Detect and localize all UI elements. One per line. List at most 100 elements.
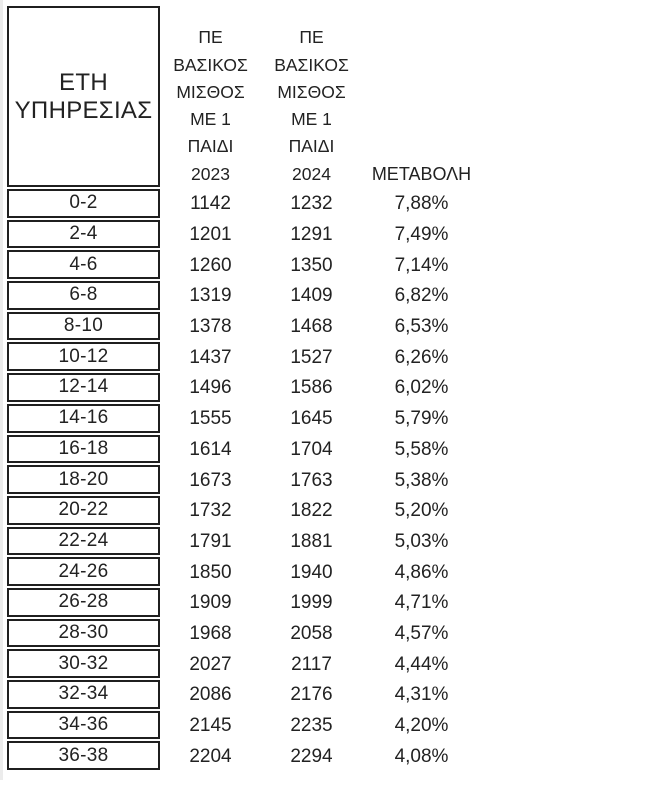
header-line: ΜΙΣΘΟΣ [277, 81, 346, 102]
salary-2023-cell: 1555 [189, 408, 232, 430]
salary-2024-cell: 1468 [290, 316, 333, 338]
change-cell: 5,79% [394, 408, 449, 430]
header-line: ΒΑΣΙΚΟΣ [274, 54, 349, 75]
salary-2023-cell: 1850 [189, 561, 232, 583]
table-row-years-wrap: 34-36 [7, 710, 160, 742]
table-row-years-wrap: 22-24 [7, 526, 160, 558]
table-row-years-wrap: 26-28 [7, 587, 160, 619]
salary-2023-cell: 1614 [189, 438, 232, 460]
salary-2024-cell: 1586 [290, 377, 333, 399]
salary-2024-cell: 1940 [290, 561, 333, 583]
years-cell: 12-14 [7, 373, 160, 402]
table-row-years-wrap: 14-16 [7, 403, 160, 435]
change-cell: 5,38% [394, 469, 449, 491]
change-cell: 6,02% [394, 377, 449, 399]
years-cell: 10-12 [7, 342, 160, 372]
salary-2024-header-cell: ΠΕ ΒΑΣΙΚΟΣ ΜΙΣΘΟΣ ΜΕ 1 ΠΑΙΔΙ 2024 [261, 6, 362, 189]
salary-2024-cell: 1527 [290, 346, 333, 368]
salary-2023-cell: 1968 [189, 622, 232, 644]
salary-2024-cell: 1881 [290, 530, 333, 552]
salary-table: ΕΤΗ ΥΠΗΡΕΣΙΑΣ ΠΕ ΒΑΣΙΚΟΣ ΜΙΣΘΟΣ ΜΕ 1 ΠΑΙΔΙ 20… [7, 6, 481, 772]
change-cell: 4,71% [394, 592, 449, 614]
salary-2023-cell: 1909 [189, 592, 232, 614]
table-row-years-wrap: 18-20 [7, 465, 160, 496]
salary-2023-cell: 1732 [189, 500, 232, 522]
years-cell: 14-16 [7, 403, 160, 433]
table-row-years-wrap: 36-38 [7, 741, 160, 772]
salary-2023-cell: 1791 [189, 530, 232, 552]
change-cell: 6,26% [394, 346, 449, 368]
table-row-years-wrap: 16-18 [7, 434, 160, 466]
years-cell: 22-24 [7, 526, 160, 556]
header-line: ΒΑΣΙΚΟΣ [173, 54, 248, 75]
header-line: ΜΙΣΘΟΣ [176, 81, 245, 102]
salary-2024-cell: 1822 [290, 500, 333, 522]
salary-2023-cell: 2027 [189, 653, 232, 675]
change-cell: 4,86% [394, 561, 449, 583]
years-cell: 24-26 [7, 557, 160, 586]
salary-2024-cell: 1291 [290, 224, 333, 246]
table-row-years-wrap: 24-26 [7, 557, 160, 588]
salary-2024-cell: 2117 [291, 653, 332, 675]
table-row-years-wrap: 28-30 [7, 618, 160, 650]
salary-2024-cell: 1763 [290, 469, 333, 491]
page-left-edge [0, 0, 3, 780]
salary-2024-cell: 2058 [290, 622, 333, 644]
change-cell: 4,57% [394, 622, 449, 644]
years-cell: 30-32 [7, 649, 160, 678]
salary-2024-cell: 2235 [290, 715, 333, 737]
table-row-years-wrap: 6-8 [7, 281, 160, 312]
salary-2024-cell: 1645 [290, 408, 333, 430]
table-row-years-wrap: 8-10 [7, 311, 160, 343]
years-of-service-header-cell: ΕΤΗ ΥΠΗΡΕΣΙΑΣ [7, 6, 160, 187]
salary-2023-cell: 1673 [189, 469, 232, 491]
years-cell: 32-34 [7, 680, 160, 709]
change-cell: 5,58% [394, 438, 449, 460]
table-row-years-wrap: 12-14 [7, 373, 160, 404]
salary-2024-cell: 1350 [290, 254, 333, 276]
change-header-label: ΜΕΤΑΒΟΛΗ [371, 164, 472, 184]
salary-2024-cell: 1232 [290, 193, 333, 215]
table-row-years-wrap: 30-32 [7, 649, 160, 680]
header-line: ΠΑΙΔΙ [187, 136, 234, 157]
change-cell: 6,53% [394, 316, 449, 338]
years-cell: 36-38 [7, 741, 160, 771]
salary-2023-header-cell: ΠΕ ΒΑΣΙΚΟΣ ΜΙΣΘΟΣ ΜΕ 1 ΠΑΙΔΙ 2023 [160, 6, 261, 189]
table-row-years-wrap: 4-6 [7, 250, 160, 281]
salary-2024-cell: 2294 [290, 745, 333, 767]
change-cell: 4,31% [394, 684, 449, 706]
header-line: ΜΕ 1 [291, 109, 332, 130]
table-row-years-wrap: 32-34 [7, 680, 160, 711]
salary-2024-cell: 1999 [290, 592, 333, 614]
years-cell: 6-8 [7, 281, 160, 310]
years-of-service-header-cell-wrap: ΕΤΗ ΥΠΗΡΕΣΙΑΣ [7, 6, 160, 189]
years-header-line2: ΥΠΗΡΕΣΙΑΣ [14, 96, 153, 124]
header-line: 2023 [191, 163, 230, 184]
change-cell: 7,14% [394, 254, 449, 276]
change-cell: 6,82% [394, 285, 449, 307]
years-cell: 0-2 [7, 189, 160, 218]
salary-2024-cell: 1704 [290, 438, 333, 460]
change-cell: 4,20% [394, 715, 449, 737]
salary-2023-cell: 2145 [189, 715, 232, 737]
change-cell: 7,88% [394, 193, 449, 215]
years-cell: 20-22 [7, 495, 160, 525]
years-cell: 2-4 [7, 219, 160, 249]
header-line: 2024 [292, 163, 331, 184]
years-cell: 26-28 [7, 587, 160, 617]
table-row-years-wrap: 10-12 [7, 342, 160, 373]
years-cell: 4-6 [7, 250, 160, 280]
change-cell: 5,20% [394, 500, 449, 522]
header-line: ΠΕ [299, 27, 324, 48]
salary-2024-cell: 1409 [290, 285, 333, 307]
salary-2023-cell: 1378 [189, 316, 232, 338]
salary-2023-cell: 1142 [190, 193, 231, 215]
salary-2023-cell: 2204 [189, 745, 232, 767]
header-line: ΠΑΙΔΙ [288, 136, 335, 157]
table-row-years-wrap: 0-2 [7, 189, 160, 220]
change-cell: 7,49% [394, 224, 449, 246]
change-cell: 4,44% [394, 653, 449, 675]
years-cell: 18-20 [7, 465, 160, 494]
years-cell: 8-10 [7, 311, 160, 341]
salary-2024-cell: 2176 [290, 684, 333, 706]
